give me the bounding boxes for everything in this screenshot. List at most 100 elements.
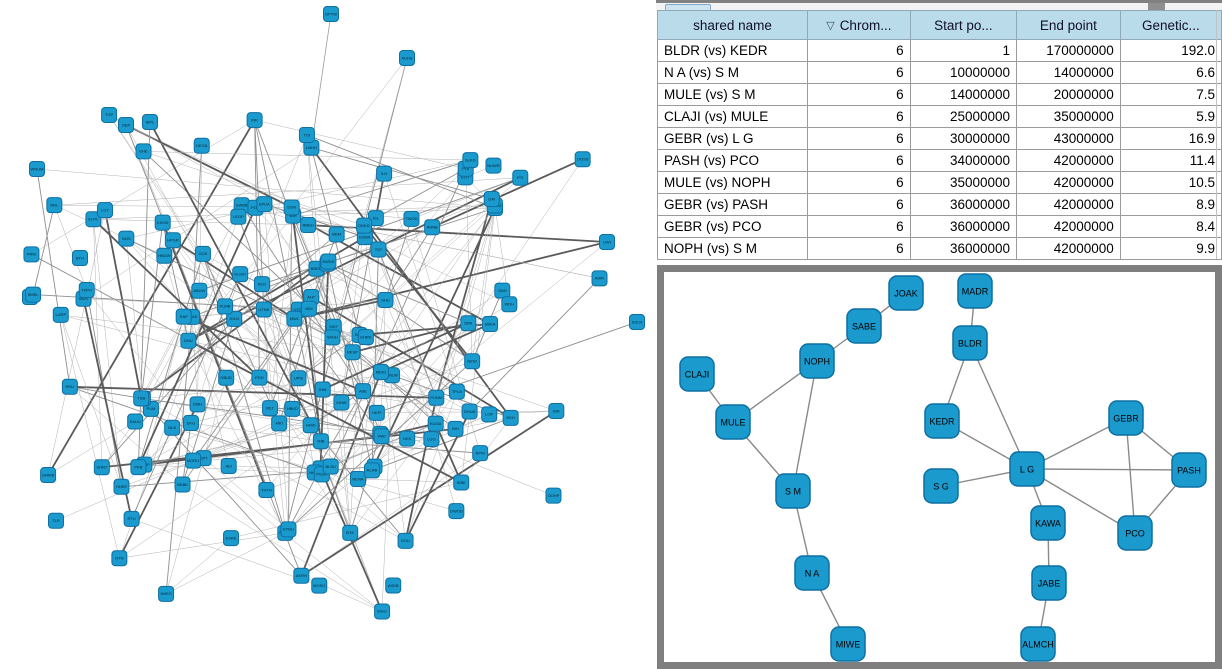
- graph-node[interactable]: PUNM: [428, 389, 445, 406]
- graph-edge[interactable]: [228, 465, 321, 469]
- graph-edge[interactable]: [278, 263, 328, 424]
- table-cell[interactable]: MULE (vs) S M: [656, 83, 809, 106]
- graph-edge[interactable]: [292, 214, 491, 325]
- table-row[interactable]: PASH (vs) PCO 6 34000000 42000000 11.4: [656, 149, 1222, 172]
- table-cell[interactable]: 30000000: [909, 127, 1018, 150]
- table-cell[interactable]: 6: [807, 149, 911, 172]
- graph-node[interactable]: OEP: [118, 117, 134, 133]
- graph-node[interactable]: AEI: [220, 458, 237, 475]
- table-cell[interactable]: 6: [807, 171, 911, 194]
- graph-node-joak[interactable]: JOAK: [888, 275, 924, 311]
- graph-node[interactable]: THTN: [258, 482, 275, 499]
- graph-edge[interactable]: [108, 114, 309, 226]
- graph-node[interactable]: NRL: [46, 197, 63, 214]
- graph-node[interactable]: EHE: [135, 143, 152, 160]
- table-cell[interactable]: NOPH (vs) S M: [656, 237, 809, 260]
- graph-node-noph[interactable]: NOPH: [799, 343, 835, 379]
- graph-edge[interactable]: [306, 134, 496, 209]
- graph-node[interactable]: RLRB: [363, 462, 380, 479]
- graph-edge[interactable]: [489, 410, 557, 415]
- graph-node[interactable]: NKBK: [174, 476, 191, 493]
- graph-edge[interactable]: [197, 145, 202, 405]
- graph-edge[interactable]: [792, 360, 818, 492]
- graph-edge[interactable]: [108, 114, 322, 442]
- graph-edge[interactable]: [455, 417, 511, 430]
- graph-node[interactable]: HBGW: [156, 247, 173, 264]
- graph-node-bldr[interactable]: BLDR: [952, 325, 988, 361]
- graph-node[interactable]: UPIS: [290, 370, 307, 387]
- graph-node[interactable]: ANNB: [424, 219, 441, 236]
- table-cell[interactable]: 6: [807, 83, 911, 106]
- graph-node[interactable]: KKOD: [154, 214, 171, 231]
- table-cell[interactable]: GEBR (vs) L G: [656, 127, 809, 150]
- table-cell[interactable]: 42000000: [1016, 171, 1121, 194]
- table-cell[interactable]: 8.9: [1119, 193, 1222, 216]
- column-header-0[interactable]: shared name: [656, 10, 809, 40]
- graph-edge[interactable]: [241, 205, 364, 392]
- graph-edge[interactable]: [254, 120, 260, 378]
- graph-node[interactable]: MOSO: [311, 577, 328, 594]
- graph-edge[interactable]: [301, 452, 481, 576]
- table-cell[interactable]: 6: [807, 215, 911, 238]
- graph-node[interactable]: AUHS: [399, 50, 415, 66]
- network-overview-graph[interactable]: GPTWOEPIEPLWNUMBEHBTHAUHSUWISSLRLKETTSTB…: [0, 0, 655, 669]
- graph-edge[interactable]: [101, 318, 235, 468]
- graph-edge[interactable]: [36, 168, 71, 387]
- graph-edge[interactable]: [36, 168, 496, 209]
- graph-edge[interactable]: [60, 314, 353, 353]
- graph-node[interactable]: EHRK: [357, 329, 374, 346]
- graph-edge[interactable]: [431, 158, 584, 229]
- graph-node-n-a[interactable]: N A: [794, 555, 830, 591]
- graph-node-almch[interactable]: ALMCH: [1020, 626, 1056, 662]
- graph-node[interactable]: IGL: [367, 210, 384, 227]
- graph-node[interactable]: TGP: [101, 106, 118, 123]
- graph-node[interactable]: ESRE: [223, 530, 240, 547]
- graph-edge[interactable]: [254, 119, 466, 170]
- graph-edge[interactable]: [385, 299, 436, 424]
- graph-node[interactable]: LEOP: [230, 208, 247, 225]
- graph-edge[interactable]: [54, 177, 521, 206]
- graph-edge[interactable]: [69, 386, 143, 399]
- graph-node[interactable]: DEOA: [193, 137, 210, 154]
- graph-node[interactable]: BTK: [342, 524, 359, 541]
- graph-node[interactable]: RTU: [123, 510, 140, 527]
- graph-node[interactable]: TLR: [47, 512, 64, 529]
- graph-edge[interactable]: [60, 314, 120, 559]
- graph-node[interactable]: OKKG: [356, 217, 373, 234]
- table-cell[interactable]: 192.0: [1119, 39, 1222, 62]
- graph-edge[interactable]: [131, 273, 241, 520]
- table-cell[interactable]: 42000000: [1016, 215, 1121, 238]
- graph-edge[interactable]: [224, 306, 382, 373]
- graph-node[interactable]: SLKG: [462, 152, 479, 169]
- graph-node[interactable]: MWL: [286, 310, 303, 327]
- graph-edge[interactable]: [31, 119, 255, 255]
- graph-edge[interactable]: [190, 389, 323, 424]
- graph-edge[interactable]: [138, 425, 311, 468]
- table-cell[interactable]: 170000000: [1016, 39, 1121, 62]
- graph-edge[interactable]: [322, 389, 490, 415]
- graph-node[interactable]: DAI: [483, 190, 500, 207]
- graph-edge[interactable]: [435, 198, 493, 399]
- graph-edge[interactable]: [320, 468, 406, 542]
- graph-node[interactable]: TWOD: [403, 210, 420, 227]
- graph-edge[interactable]: [32, 205, 55, 295]
- table-cell[interactable]: 5.9: [1119, 105, 1222, 128]
- table-cell[interactable]: 36000000: [909, 237, 1018, 260]
- graph-node-miwe[interactable]: MIWE: [830, 626, 866, 662]
- graph-node[interactable]: SHU: [377, 292, 394, 309]
- graph-edge[interactable]: [310, 296, 512, 419]
- graph-edge[interactable]: [434, 423, 463, 483]
- graph-node-l-g[interactable]: L G: [1009, 451, 1045, 487]
- graph-edge[interactable]: [191, 316, 198, 405]
- graph-node[interactable]: TOI: [298, 126, 315, 143]
- graph-edge[interactable]: [411, 168, 466, 220]
- column-header-4[interactable]: Genetic...: [1119, 10, 1222, 40]
- table-cell[interactable]: 1: [909, 39, 1018, 62]
- graph-node-mule[interactable]: MULE: [715, 404, 751, 440]
- graph-edge[interactable]: [293, 215, 600, 279]
- graph-edge[interactable]: [47, 119, 256, 476]
- graph-node[interactable]: BTH: [72, 250, 88, 266]
- graph-node[interactable]: OOHP: [545, 487, 562, 504]
- overview-edges[interactable]: [31, 13, 638, 612]
- graph-edge[interactable]: [327, 263, 473, 362]
